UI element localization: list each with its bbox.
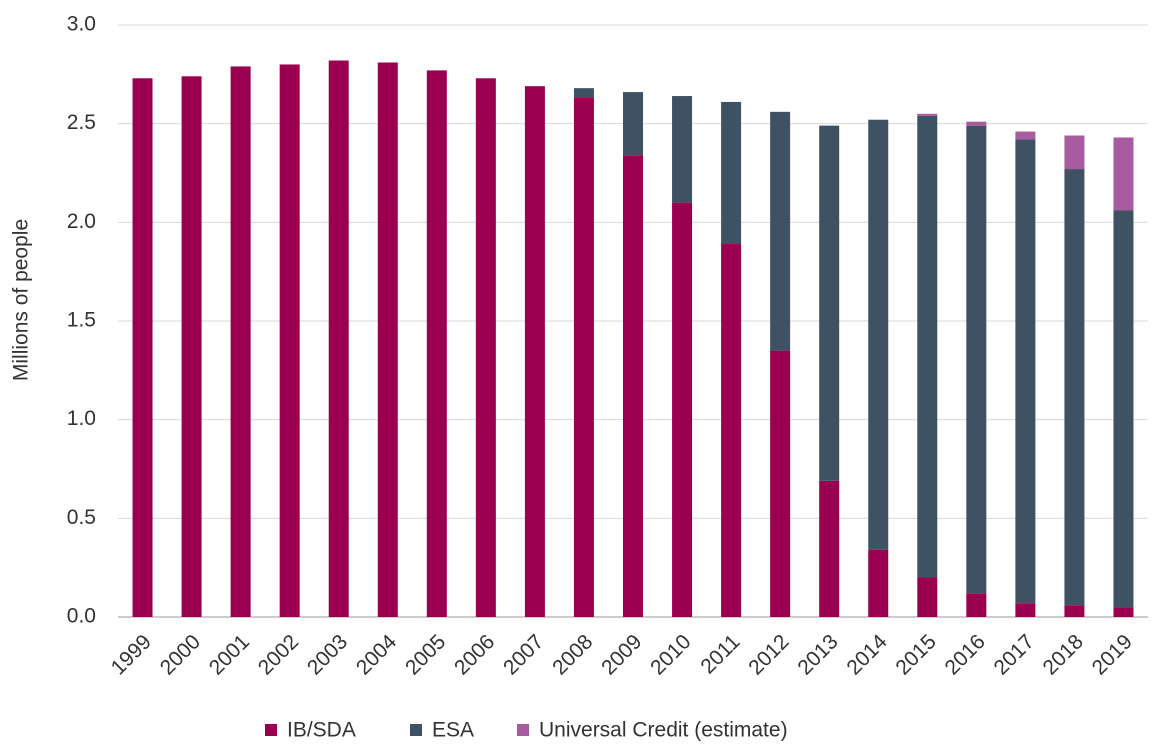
- y-tick-label: 0.0: [67, 605, 96, 628]
- bar-segment: [1064, 135, 1085, 170]
- bar-segment: [524, 86, 545, 617]
- bar-segment: [1015, 139, 1036, 604]
- legend-label: ESA: [432, 719, 474, 742]
- y-tick-label: 0.5: [67, 506, 96, 529]
- bar-segment: [966, 593, 987, 617]
- x-tick-label: 2007: [499, 630, 548, 679]
- y-tick-label: 2.5: [67, 111, 96, 134]
- bar-segment: [132, 78, 153, 617]
- bar-segment: [966, 121, 987, 126]
- y-tick-label: 3.0: [67, 13, 96, 36]
- x-tick-label: 2001: [205, 630, 254, 679]
- bar-segment: [868, 119, 889, 550]
- legend-label: IB/SDA: [287, 719, 356, 742]
- bar-segment: [1113, 607, 1134, 617]
- x-tick-label: 2002: [254, 630, 303, 679]
- bar-segment: [917, 115, 938, 578]
- bar-segment: [819, 480, 840, 617]
- bar-segment: [475, 78, 496, 617]
- x-tick-label: 2000: [156, 630, 205, 679]
- x-tick-label: 2016: [940, 630, 989, 679]
- x-tick-label: 2005: [401, 630, 450, 679]
- y-axis-label: Millions of people: [10, 219, 33, 381]
- x-tick-label: 2019: [1088, 630, 1137, 679]
- bar-segment: [1113, 137, 1134, 211]
- bar-segment: [966, 125, 987, 594]
- bar-segment: [868, 549, 889, 617]
- x-tick-label: 2009: [597, 630, 646, 679]
- bar-segment: [1015, 131, 1036, 140]
- bar-segment: [770, 111, 791, 351]
- bar-segment: [181, 76, 202, 618]
- bar-segment: [573, 88, 594, 99]
- bar-segment: [426, 70, 447, 618]
- legend-swatch: [410, 724, 422, 736]
- x-tick-label: 2015: [891, 630, 940, 679]
- bar-segment: [1064, 605, 1085, 617]
- bar-segment: [377, 62, 398, 617]
- bar-segment: [819, 125, 840, 481]
- bar-segment: [672, 202, 693, 617]
- x-tick-label: 2018: [1039, 630, 1088, 679]
- bar-segment: [917, 577, 938, 617]
- legend-swatch: [517, 724, 529, 736]
- bar-segment: [721, 244, 742, 618]
- x-tick-label: 1999: [107, 630, 156, 679]
- bar-segment: [917, 113, 938, 116]
- bar-segment: [573, 98, 594, 618]
- bar-segment: [1015, 603, 1036, 617]
- x-tick-label: 2012: [744, 630, 793, 679]
- y-tick-label: 1.5: [67, 309, 96, 332]
- x-tick-label: 2013: [793, 630, 842, 679]
- x-tick-label: 2017: [990, 630, 1039, 679]
- bar-segment: [770, 350, 791, 617]
- legend-label: Universal Credit (estimate): [539, 719, 788, 742]
- bar-segment: [328, 60, 349, 617]
- bar-segment: [230, 66, 251, 617]
- y-tick-label: 1.0: [67, 407, 96, 430]
- bar-segment: [623, 92, 643, 156]
- bar-segment: [721, 101, 742, 245]
- x-tick-label: 2006: [450, 630, 499, 679]
- x-tick-label: 2003: [303, 630, 352, 679]
- x-tick-label: 2011: [696, 630, 744, 678]
- x-tick-label: 2010: [646, 630, 695, 679]
- x-tick-label: 2014: [842, 630, 892, 680]
- bar-segment: [623, 155, 643, 618]
- bar-segment: [279, 64, 300, 617]
- bar-segment: [1064, 169, 1085, 606]
- bar-segment: [1113, 210, 1134, 608]
- legend-swatch: [265, 724, 277, 736]
- x-tick-label: 2008: [548, 630, 597, 679]
- y-tick-label: 2.0: [67, 210, 96, 233]
- x-tick-label: 2004: [352, 630, 402, 680]
- bar-segment: [672, 96, 693, 203]
